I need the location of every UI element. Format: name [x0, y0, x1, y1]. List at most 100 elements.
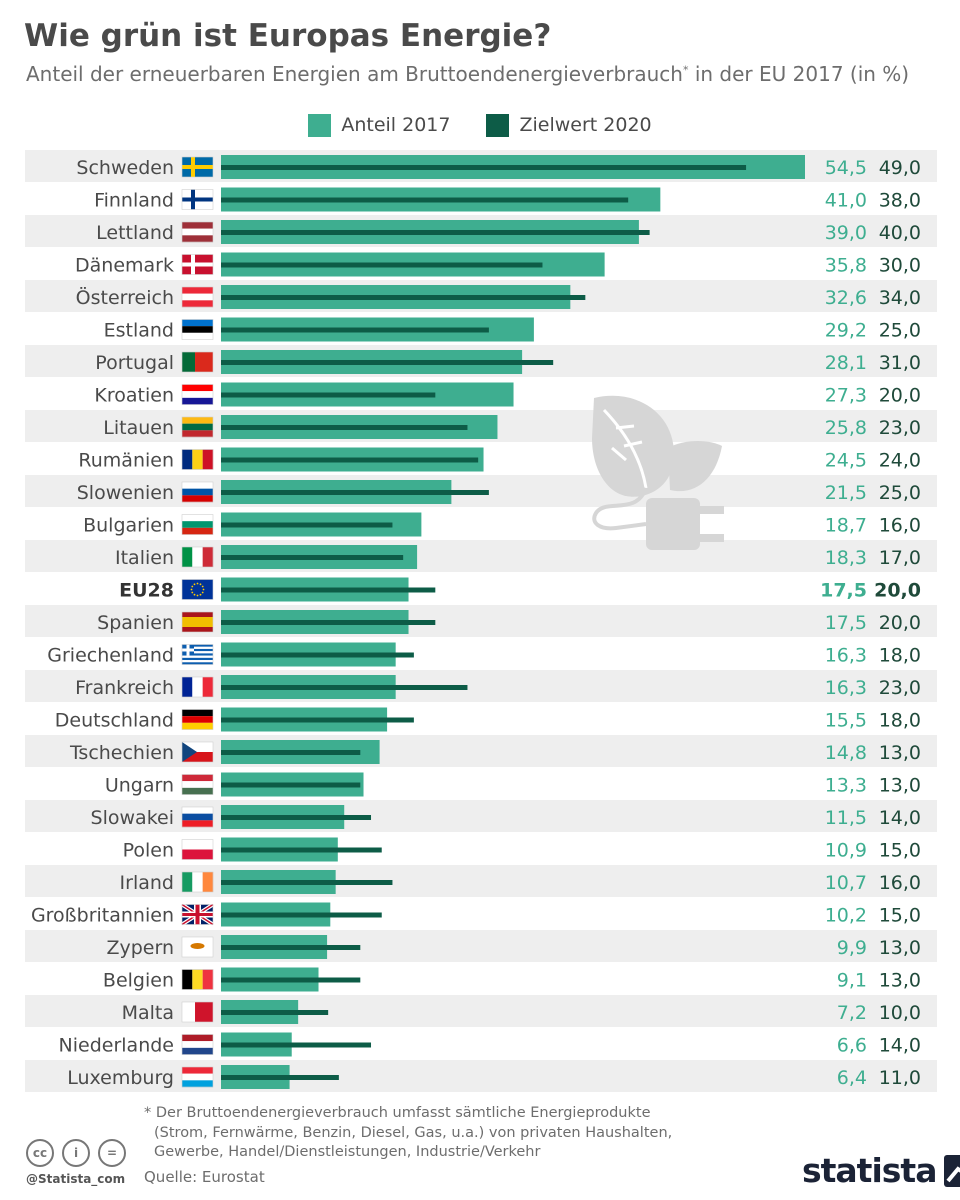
value-2017-spanien: 17,5 [825, 612, 867, 634]
country-label-finnland: Finnland [94, 190, 174, 212]
flag-bulgarien [181, 514, 214, 535]
value-2020-zypern: 13,0 [879, 937, 921, 959]
value-2017-lettland: 39,0 [825, 222, 867, 244]
value-2020-slowakei: 14,0 [879, 807, 921, 829]
flag-frankreich [181, 676, 214, 698]
bar-ziel-portugal [221, 360, 554, 365]
value-2020-daenemark: 30,0 [879, 255, 921, 277]
bar-ziel-slowenien [221, 490, 489, 495]
value-2020-frankreich: 23,0 [879, 677, 921, 699]
license-icons: cc i = [26, 1139, 126, 1167]
flag-estland [181, 319, 214, 340]
country-label-daenemark: Dänemark [75, 255, 174, 277]
row-band [25, 930, 937, 962]
footnote-line-1: * Der Bruttoendenergieverbrauch umfasst … [144, 1105, 651, 1121]
statista-wordmark: statista [802, 1151, 937, 1190]
country-label-tschechien: Tschechien [69, 742, 174, 764]
bar-ziel-finnland [221, 197, 629, 203]
value-2020-niederlande: 14,0 [879, 1035, 921, 1057]
bar-ziel-lettland [221, 230, 650, 235]
leaf-plug-icon [592, 395, 724, 550]
value-2020-spanien: 20,0 [879, 612, 921, 634]
country-label-litauen: Litauen [103, 417, 174, 439]
bar-ziel-grossbritannien [221, 912, 382, 918]
bar-ziel-belgien [221, 977, 361, 983]
footnote-line-2: (Strom, Fernwärme, Benzin, Diesel, Gas, … [154, 1124, 673, 1141]
bar-ziel-niederlande [221, 1042, 372, 1048]
flag-lettland [181, 221, 214, 243]
statista-logo-icon [944, 1154, 960, 1187]
legend-label-anteil: Anteil 2017 [341, 114, 451, 136]
value-2017-bulgarien: 18,7 [825, 515, 867, 537]
flag-litauen [181, 416, 214, 438]
bar-ziel-eu28 [221, 587, 436, 593]
country-label-schweden: Schweden [76, 157, 174, 179]
flag-oesterreich [181, 286, 214, 308]
flag-slowenien [181, 481, 214, 503]
legend-item-anteil: Anteil 2017 [308, 113, 451, 137]
value-2017-irland: 10,7 [825, 872, 867, 894]
row-band [25, 995, 937, 1027]
bar-ziel-luxemburg [221, 1075, 339, 1080]
value-2017-slowenien: 21,5 [825, 482, 867, 504]
legend-item-ziel: Zielwert 2020 [486, 113, 652, 137]
value-2017-tschechien: 14,8 [825, 742, 867, 764]
value-2017-finnland: 41,0 [825, 190, 867, 212]
country-label-kroatien: Kroatien [94, 385, 174, 407]
subtitle-text-end: in der EU 2017 (in %) [688, 62, 910, 86]
flag-eu28 [181, 579, 214, 600]
value-2017-frankreich: 16,3 [825, 677, 867, 699]
value-2020-schweden: 49,0 [879, 157, 921, 179]
value-2017-luxemburg: 6,4 [837, 1067, 867, 1089]
country-label-ungarn: Ungarn [105, 775, 174, 797]
flag-luxemburg [181, 1066, 214, 1088]
footnote: * Der Bruttoendenergieverbrauch umfasst … [144, 1104, 672, 1163]
flag-irland [181, 871, 214, 893]
value-2017-griechenland: 16,3 [825, 645, 867, 667]
no-derivatives-icon: = [98, 1139, 126, 1167]
country-label-rumaenien: Rumänien [78, 450, 174, 472]
bar-ziel-spanien [221, 620, 436, 625]
attribution-icon: i [62, 1139, 90, 1167]
bar-ziel-griechenland [221, 652, 414, 658]
country-label-slowenien: Slowenien [77, 482, 174, 504]
bar-ziel-daenemark [221, 262, 543, 268]
value-2017-zypern: 9,9 [837, 937, 867, 959]
country-label-niederlande: Niederlande [59, 1035, 174, 1057]
flag-daenemark [181, 254, 214, 275]
country-label-malta: Malta [122, 1002, 174, 1024]
country-label-zypern: Zypern [106, 937, 174, 959]
legend-swatch-anteil [308, 113, 332, 137]
value-2017-slowakei: 11,5 [825, 807, 867, 829]
bar-ziel-tschechien [221, 750, 361, 755]
value-2020-grossbritannien: 15,0 [879, 905, 921, 927]
value-2020-portugal: 31,0 [879, 352, 921, 374]
flag-schweden [181, 156, 214, 178]
bar-ziel-ungarn [221, 782, 361, 788]
value-2020-lettland: 40,0 [879, 222, 921, 244]
value-2017-kroatien: 27,3 [825, 385, 867, 407]
value-2017-rumaenien: 24,5 [825, 450, 867, 472]
bar-ziel-estland [221, 327, 489, 333]
value-2020-belgien: 13,0 [879, 970, 921, 992]
row-band [25, 800, 937, 832]
row-band [25, 670, 937, 702]
bar-ziel-bulgarien [221, 522, 393, 528]
value-2017-deutschland: 15,5 [825, 710, 867, 732]
bar-ziel-zypern [221, 945, 361, 950]
value-2020-rumaenien: 24,0 [879, 450, 921, 472]
legend-swatch-ziel [486, 113, 510, 137]
value-2017-belgien: 9,1 [837, 970, 867, 992]
value-2020-litauen: 23,0 [879, 417, 921, 439]
row-band [25, 605, 937, 637]
cc-icon: cc [26, 1139, 54, 1167]
bar-ziel-frankreich [221, 685, 468, 690]
value-2017-schweden: 54,5 [825, 157, 867, 179]
country-label-portugal: Portugal [95, 352, 174, 374]
country-label-griechenland: Griechenland [47, 645, 174, 667]
country-label-polen: Polen [123, 840, 174, 862]
value-2017-polen: 10,9 [825, 840, 867, 862]
country-label-slowakei: Slowakei [91, 807, 174, 829]
flag-grossbritannien [180, 902, 215, 927]
row-band [25, 865, 937, 897]
